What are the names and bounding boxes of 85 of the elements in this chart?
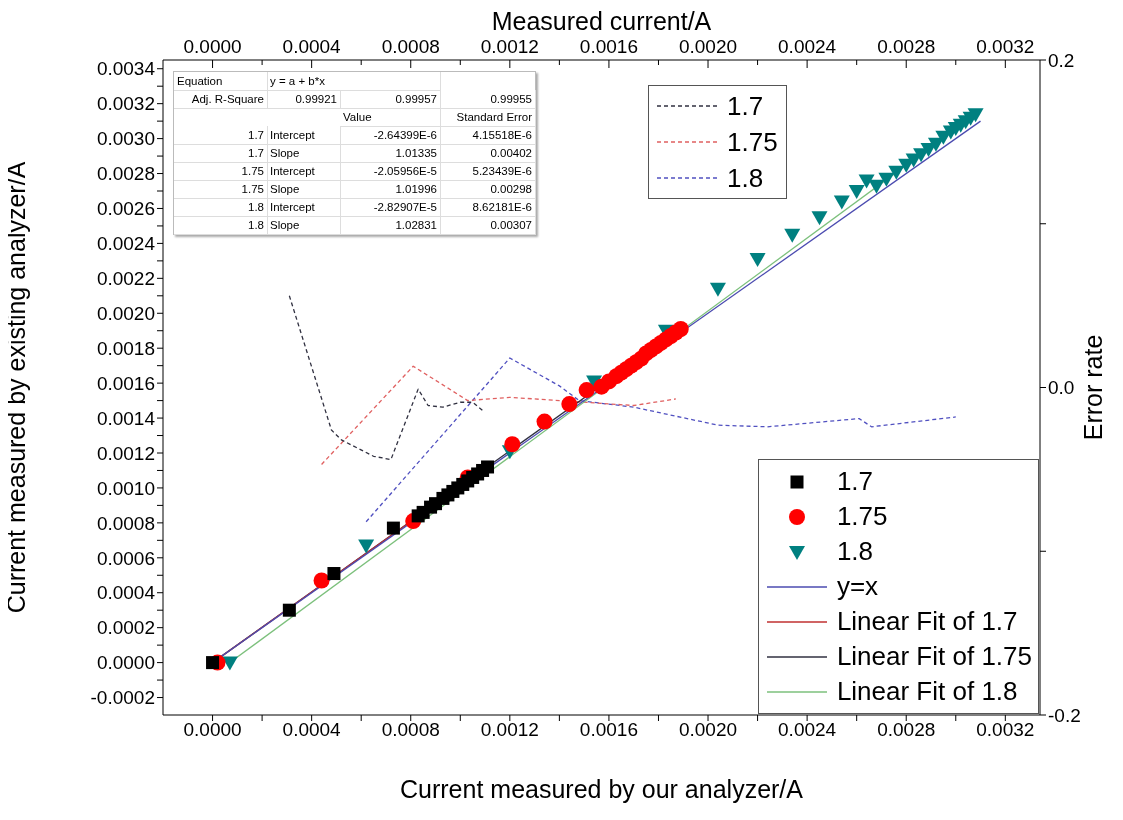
y-tick-label: 0.0028 bbox=[96, 163, 155, 185]
annotation: 4.15518E-6 bbox=[440, 126, 536, 145]
x2-tick-label: 0.0008 bbox=[381, 719, 440, 741]
x2-axis-title: Measured current/A bbox=[491, 7, 712, 35]
x2-tick-label: 0.0000 bbox=[183, 719, 242, 741]
annotation: Slope bbox=[267, 180, 341, 199]
y-tick-label: 0.0000 bbox=[96, 652, 155, 674]
y-tick-label: 0.0006 bbox=[96, 547, 155, 569]
annotation: Adj. R-Square bbox=[174, 90, 268, 109]
x-tick-label: 0.0016 bbox=[579, 36, 638, 57]
annotation: 1.01996 bbox=[340, 180, 441, 199]
y-tick-label: 0.0024 bbox=[96, 233, 156, 255]
annotation: 0.99955 bbox=[440, 90, 536, 109]
y-tick-label: 0.0004 bbox=[96, 582, 156, 604]
annotation: 1.8 bbox=[174, 198, 268, 217]
annotation: 1.7 bbox=[174, 144, 268, 163]
x-tick-label: 0.0008 bbox=[381, 36, 440, 57]
y-tick-label: 0.0012 bbox=[96, 442, 155, 464]
y-tick-label: 0.0016 bbox=[96, 372, 155, 394]
annotation: Standard Error bbox=[440, 108, 536, 127]
legend-label: Linear Fit of 1.8 bbox=[836, 676, 1018, 707]
annotation: -2.05956E-5 bbox=[340, 162, 441, 181]
y2-tick-label: 0.0 bbox=[1048, 377, 1075, 399]
y-tick-label: 0.0002 bbox=[96, 617, 155, 639]
annotation: Intercept bbox=[267, 126, 341, 145]
x2-tick-label: 0.0016 bbox=[579, 719, 638, 741]
annotation: 0.00307 bbox=[440, 216, 536, 235]
annotation: 0.99957 bbox=[340, 90, 441, 109]
legend-label: 1.75 bbox=[836, 501, 888, 532]
x-tick-label: 0.0000 bbox=[183, 36, 242, 57]
annotation: 0.00298 bbox=[440, 180, 536, 199]
y-tick-label: 0.0018 bbox=[96, 337, 155, 359]
y-tick-label: 0.0030 bbox=[96, 128, 155, 150]
annotation: 1.75 bbox=[174, 180, 268, 199]
annotation: -2.82907E-5 bbox=[340, 198, 441, 217]
annotation: 1.75 bbox=[174, 162, 268, 181]
x-tick-label: 0.0012 bbox=[480, 36, 539, 57]
x-tick-label: 0.0032 bbox=[976, 36, 1035, 57]
annotation: 8.62181E-6 bbox=[440, 198, 536, 217]
y-tick-label: 0.0020 bbox=[96, 303, 155, 325]
annotation: Value bbox=[340, 108, 441, 127]
x-axis-title: Current measured by our analyzer/A bbox=[400, 775, 804, 803]
annotation: Slope bbox=[267, 216, 341, 235]
y-tick-label: 0.0014 bbox=[96, 407, 156, 429]
y-tick-label: 0.0026 bbox=[96, 198, 155, 220]
y2-tick-label: 0.2 bbox=[1048, 49, 1075, 71]
x2-tick-label: 0.0032 bbox=[976, 719, 1035, 741]
annotation: y = a + b*x bbox=[267, 72, 441, 91]
annotation: 1.01335 bbox=[340, 144, 441, 163]
legend-label: 1.75 bbox=[727, 126, 778, 158]
annotation: 1.7 bbox=[174, 126, 268, 145]
annotation: 5.23439E-6 bbox=[440, 162, 536, 181]
y2-axis-title: Error rate bbox=[1078, 334, 1107, 441]
x2-tick-label: 0.0004 bbox=[282, 719, 342, 741]
x2-tick-label: 0.0020 bbox=[678, 719, 738, 741]
legend-label: Linear Fit of 1.75 bbox=[836, 641, 1032, 672]
annotation: Equation bbox=[174, 72, 268, 91]
x2-tick-label: 0.0028 bbox=[877, 719, 936, 741]
x-tick-label: 0.0020 bbox=[678, 36, 738, 57]
annotation: 0.00402 bbox=[440, 144, 536, 163]
y-tick-label: 0.0032 bbox=[96, 93, 155, 115]
x2-tick-label: 0.0024 bbox=[778, 719, 837, 741]
y-tick-label: 0.0010 bbox=[96, 477, 155, 499]
annotation: -2.64399E-6 bbox=[340, 126, 441, 145]
legend-label: 1.7 bbox=[836, 466, 874, 497]
legend-label: 1.8 bbox=[727, 162, 764, 194]
x-tick-label: 0.0024 bbox=[778, 36, 837, 57]
x2-tick-label: 0.0012 bbox=[480, 719, 539, 741]
legend-label: y=x bbox=[836, 571, 879, 602]
annotation: 1.8 bbox=[174, 216, 268, 235]
y-tick-label: 0.0008 bbox=[96, 512, 155, 534]
legend-label: Linear Fit of 1.7 bbox=[836, 606, 1018, 637]
y-tick-label: -0.0002 bbox=[90, 687, 155, 709]
annotation: Intercept bbox=[267, 162, 341, 181]
y-tick-label: 0.0022 bbox=[96, 268, 155, 290]
annotation: 0.99921 bbox=[267, 90, 341, 109]
y-tick-label: 0.0034 bbox=[96, 58, 156, 80]
annotation: 1.02831 bbox=[340, 216, 441, 235]
legend-label: 1.7 bbox=[727, 90, 764, 122]
annotation: Slope bbox=[267, 144, 341, 163]
x-tick-label: 0.0004 bbox=[282, 36, 342, 57]
y2-tick-label: -0.2 bbox=[1048, 704, 1081, 726]
x-tick-label: 0.0028 bbox=[877, 36, 936, 57]
legend-label: 1.8 bbox=[836, 536, 874, 567]
annotation: Intercept bbox=[267, 198, 341, 217]
